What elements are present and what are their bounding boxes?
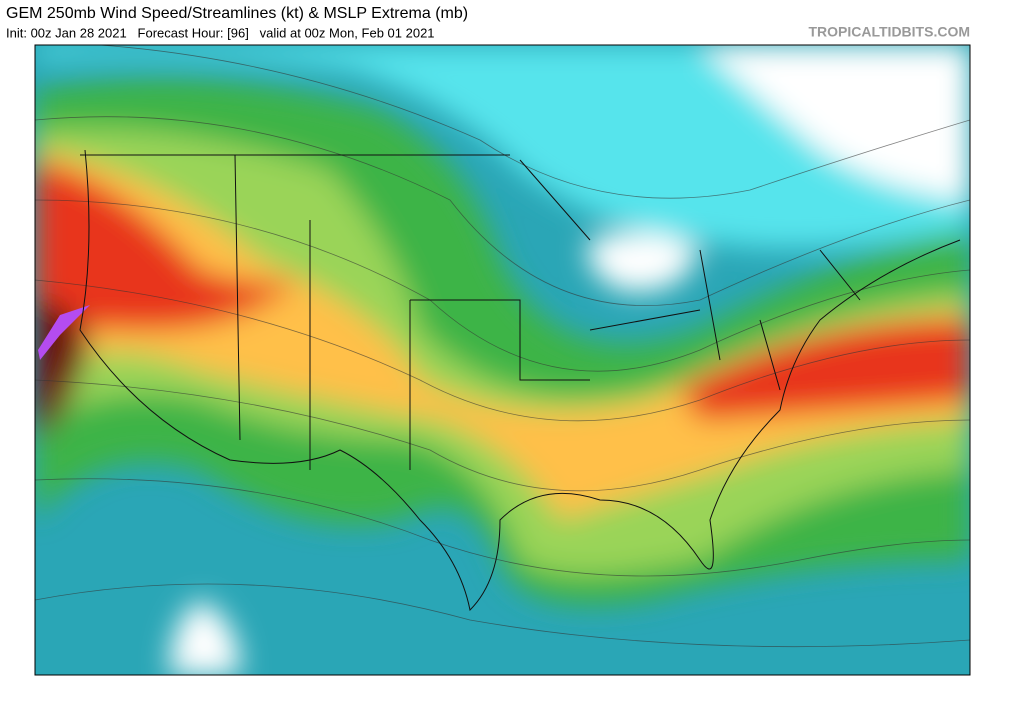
subtitle: Init: 00z Jan 28 2021 Forecast Hour: [96… (6, 25, 435, 40)
wind-field (35, 45, 970, 675)
map-frame (34, 44, 971, 676)
site: TROPICALTIDBITS.COM (808, 24, 970, 40)
title: GEM 250mb Wind Speed/Streamlines (kt) & … (6, 5, 468, 22)
